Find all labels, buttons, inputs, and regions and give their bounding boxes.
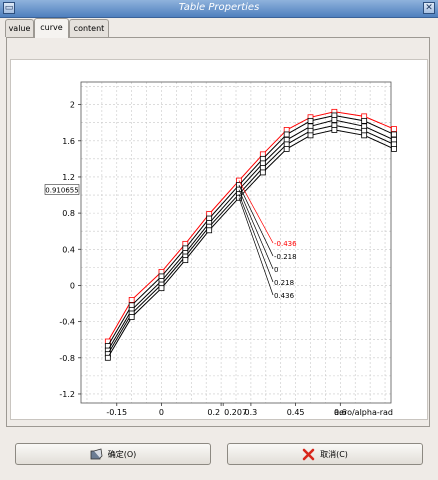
- marker-label: 0.910655: [45, 187, 78, 195]
- series-line: [107, 124, 395, 355]
- series-point: [391, 146, 397, 152]
- series-point: [104, 354, 111, 361]
- y-tick-label: -0.4: [59, 318, 75, 327]
- cancel-icon: [302, 448, 315, 460]
- y-tick-label: -0.8: [59, 354, 75, 363]
- window-menu-icon[interactable]: ▭: [3, 2, 15, 14]
- y-tick-label: -1.2: [59, 390, 75, 399]
- x-tick-label: 0: [159, 408, 164, 417]
- x-tick-label: 0.207: [224, 408, 247, 417]
- series-label: 0.436: [274, 292, 295, 300]
- series-point: [283, 131, 290, 138]
- x-tick-label: 0.3: [245, 408, 258, 417]
- series-leader-line: [238, 193, 274, 283]
- series-point: [391, 126, 397, 132]
- series-line: [107, 129, 395, 359]
- ok-button[interactable]: 确定(O): [15, 443, 211, 465]
- x-tick-label: 0.45: [287, 408, 305, 417]
- series-point: [259, 169, 266, 176]
- window-title: Table Properties: [178, 2, 260, 13]
- series-point: [128, 297, 135, 303]
- series-leader-line: [238, 180, 274, 244]
- y-tick-label: 1.2: [62, 173, 75, 182]
- series-point: [182, 257, 189, 264]
- series-point: [206, 227, 213, 234]
- series-leader-line: [238, 197, 274, 296]
- series-label: 0.218: [274, 279, 294, 287]
- series-point: [128, 314, 135, 320]
- plot-border: [80, 81, 392, 404]
- tab-value[interactable]: value: [5, 19, 34, 37]
- series-point: [361, 132, 368, 139]
- y-tick-label: 1.6: [62, 137, 75, 146]
- series-line: [107, 114, 395, 347]
- y-tick-label: 0: [70, 281, 75, 290]
- close-icon[interactable]: ✕: [423, 2, 435, 14]
- series-point: [307, 132, 314, 139]
- y-tick-label: 0.8: [62, 209, 75, 218]
- y-tick-label: 2: [70, 101, 75, 110]
- series-point: [361, 117, 368, 124]
- cancel-button[interactable]: 取消(C): [227, 443, 423, 465]
- series-label: -0.436: [274, 240, 297, 248]
- cancel-button-label: 取消(C): [320, 449, 348, 459]
- curve-chart: -1.2 -0.8 -0.4 0 0.4 0.8 1.2 1.6 2 -0.15 0 0.2 0.207…: [44, 81, 397, 417]
- series-point: [331, 127, 338, 133]
- ok-button-label: 确定(O): [107, 449, 137, 459]
- series-point: [307, 117, 314, 124]
- x-axis-label: aero/alpha-rad: [334, 408, 393, 417]
- series-leader-line: [238, 184, 274, 257]
- series-label: -0.218: [274, 253, 297, 261]
- chart-area: -1.2 -0.8 -0.4 0 0.4 0.8 1.2 1.6 2 -0.15 0 0.2 0.207…: [10, 59, 428, 420]
- tab-content[interactable]: content: [69, 19, 109, 37]
- series-point: [331, 117, 338, 123]
- x-tick-label: 0.6: [334, 408, 347, 417]
- series-point: [391, 131, 397, 138]
- series-label: 0: [274, 266, 278, 274]
- y-tick-label: 0.4: [62, 245, 75, 254]
- series-point: [158, 285, 165, 292]
- tab-curve[interactable]: curve: [34, 18, 69, 38]
- series-line: [107, 119, 395, 351]
- series-point: [283, 146, 290, 152]
- x-tick-label: -0.15: [106, 408, 127, 417]
- ok-icon: [90, 447, 103, 459]
- series-leader-line: [238, 189, 274, 270]
- title-bar[interactable]: ▭ Table Properties ✕: [0, 0, 438, 18]
- marker-label-box: [44, 184, 80, 195]
- series-line: [107, 111, 395, 342]
- x-tick-label: 0.2: [207, 408, 220, 417]
